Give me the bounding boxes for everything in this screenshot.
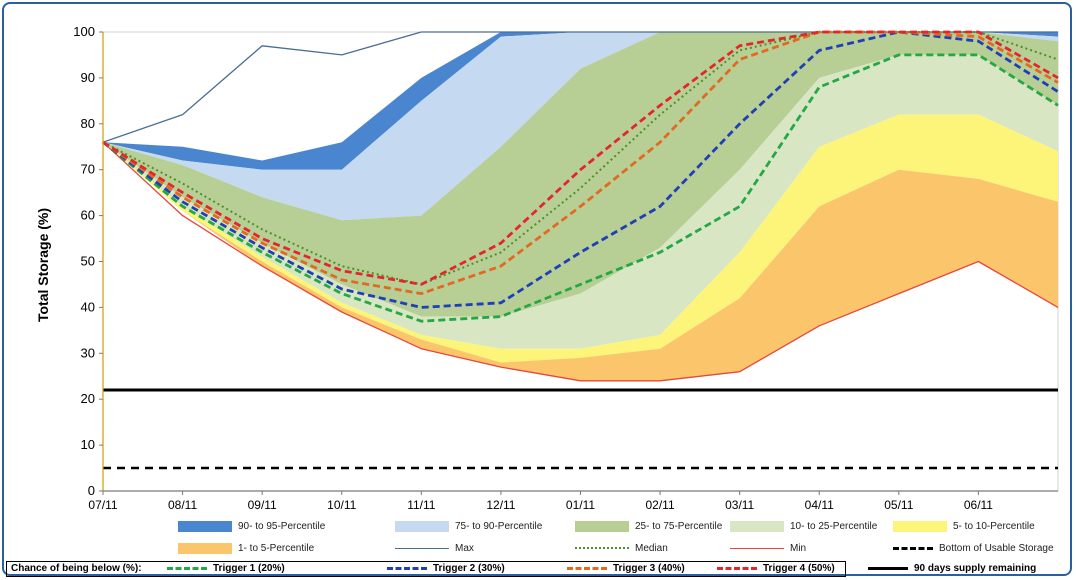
x-tick-label: 10/11 <box>327 498 356 512</box>
legend-item-90-days: 90 days supply remaining <box>868 563 1036 574</box>
y-tick-label: 30 <box>81 345 95 360</box>
legend-line <box>868 567 908 570</box>
series-trigger-3-40 <box>102 30 1059 296</box>
band-90-to-95-percentile <box>103 32 1058 170</box>
legend-label: 75- to 90-Percentile <box>455 520 543 532</box>
legend-item-90-95: 90- to 95-Percentile <box>178 519 325 533</box>
legend-item-trigger-1: Trigger 1 (20%) <box>167 563 285 574</box>
legend-label: Median <box>635 542 668 554</box>
y-tick-label: 40 <box>81 299 95 314</box>
y-axis-title: Total Storage (%) <box>35 208 51 322</box>
legend-line <box>567 567 607 570</box>
y-tick-label: 20 <box>81 391 95 406</box>
legend-item-max: Max <box>395 541 474 555</box>
band-1-to-5-percentile <box>103 142 1058 381</box>
legend-label: 10- to 25-Percentile <box>790 520 878 532</box>
legend-label: Trigger 2 (30%) <box>433 563 505 574</box>
legend-item-75-90: 75- to 90-Percentile <box>395 519 542 533</box>
x-tick-label: 08/11 <box>168 498 197 512</box>
x-tick-label: 09/11 <box>248 498 277 512</box>
legend-swatch <box>178 520 232 532</box>
band-5-to-10-percentile <box>103 114 1058 363</box>
x-tick-label: 05/11 <box>884 498 913 512</box>
legend-label: 25- to 75-Percentile <box>635 520 723 532</box>
legend-line <box>893 546 933 550</box>
legend-label: 5- to 10-Percentile <box>953 520 1035 532</box>
series-trigger-1-20 <box>102 53 1059 323</box>
legend-item-1-5: 1- to 5-Percentile <box>178 541 314 555</box>
legend-line <box>167 567 207 570</box>
x-tick-label: 01/11 <box>566 498 595 512</box>
legend-swatch <box>575 520 629 532</box>
series-trigger-4-50 <box>102 30 1059 286</box>
trigger-legend-title: Chance of being below (%): <box>11 563 142 574</box>
legend-label: Trigger 1 (20%) <box>213 563 285 574</box>
y-tick-label: 80 <box>81 116 95 131</box>
legend-item-5-10: 5- to 10-Percentile <box>893 519 1035 533</box>
trigger-legend-box: Chance of being below (%): Trigger 1 (20… <box>6 561 846 577</box>
y-tick-label: 70 <box>81 162 95 177</box>
legend-item-trigger-4: Trigger 4 (50%) <box>717 563 835 574</box>
series-trigger-2-30 <box>102 30 1059 309</box>
legend-item-10-25: 10- to 25-Percentile <box>730 519 877 533</box>
legend-line <box>730 547 784 549</box>
legend-swatch <box>178 542 232 554</box>
x-tick-label: 11/11 <box>407 498 436 512</box>
series-min <box>102 141 1059 382</box>
y-tick-label: 10 <box>81 437 95 452</box>
legend-item-trigger-2: Trigger 2 (30%) <box>387 563 505 574</box>
legend-item-median: Median <box>575 541 668 555</box>
y-tick-label: 90 <box>81 70 95 85</box>
legend-swatch <box>395 520 449 532</box>
plot-area: 0 10 20 30 40 50 60 70 80 90 100 07/11 08/11 09/11 10/… <box>73 24 1059 512</box>
legend-label: 1- to 5-Percentile <box>238 542 315 554</box>
legend-label: Max <box>455 542 474 554</box>
legend-label: Bottom of Usable Storage <box>939 542 1054 554</box>
legend-label: 90 days supply remaining <box>914 563 1037 574</box>
y-tick-label: 100 <box>73 24 95 39</box>
legend-item-25-75: 25- to 75-Percentile <box>575 519 722 533</box>
legend-label: Trigger 4 (50%) <box>763 563 835 574</box>
legend-label: Min <box>790 542 807 554</box>
legend-label: 90- to 95-Percentile <box>238 520 326 532</box>
legend-label: Trigger 3 (40%) <box>613 563 685 574</box>
band-75-to-90-percentile <box>103 32 1058 221</box>
band-10-to-25-percentile <box>103 54 1058 349</box>
x-tick-label: 06/11 <box>964 498 993 512</box>
legend-swatch <box>730 520 784 532</box>
legend-line <box>717 567 757 570</box>
x-tick-label: 02/11 <box>646 498 675 512</box>
x-tick-label: 03/11 <box>725 498 754 512</box>
y-tick-label: 60 <box>81 208 95 223</box>
y-tick-label: 50 <box>81 254 95 269</box>
legend-item-min: Min <box>730 541 806 555</box>
series-median <box>102 31 1059 286</box>
legend-swatch <box>893 520 947 532</box>
x-tick-label: 04/11 <box>805 498 834 512</box>
legend-line <box>387 567 427 570</box>
legend-item-bottom-usable: Bottom of Usable Storage <box>893 541 1054 555</box>
legend-line <box>575 547 629 549</box>
y-tick-label: 0 <box>88 483 95 498</box>
legend-item-trigger-3: Trigger 3 (40%) <box>567 563 685 574</box>
x-tick-label: 12/11 <box>486 498 515 512</box>
band-25-to-75-percentile <box>103 32 1058 317</box>
x-tick-label: 07/11 <box>88 498 117 512</box>
legend-line <box>395 547 449 549</box>
